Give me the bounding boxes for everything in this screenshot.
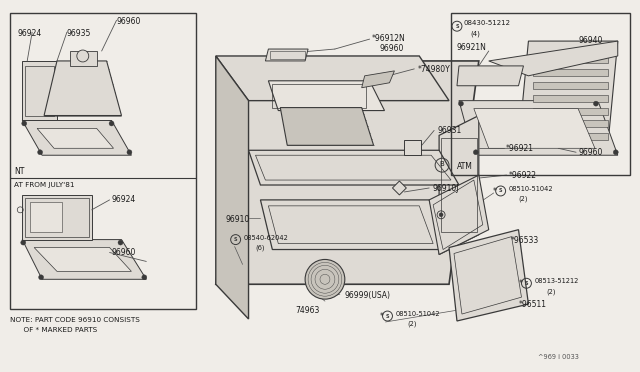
Text: OF * MARKED PARTS: OF * MARKED PARTS xyxy=(10,327,97,333)
Text: S: S xyxy=(455,24,459,29)
Polygon shape xyxy=(489,41,618,76)
Polygon shape xyxy=(429,175,489,254)
Text: B: B xyxy=(440,161,444,167)
Text: 96921N: 96921N xyxy=(457,43,487,52)
Polygon shape xyxy=(3,1,637,371)
Text: *96921: *96921 xyxy=(506,144,534,153)
Circle shape xyxy=(127,150,132,155)
Polygon shape xyxy=(533,82,608,89)
Polygon shape xyxy=(260,200,444,250)
Polygon shape xyxy=(404,140,421,155)
Text: 08540-62042: 08540-62042 xyxy=(244,235,289,241)
Polygon shape xyxy=(362,71,394,88)
Polygon shape xyxy=(44,61,122,116)
Circle shape xyxy=(22,121,27,126)
Polygon shape xyxy=(22,61,57,121)
Polygon shape xyxy=(22,121,131,155)
Polygon shape xyxy=(22,240,147,279)
Circle shape xyxy=(305,259,345,299)
Polygon shape xyxy=(216,61,479,284)
Polygon shape xyxy=(280,108,374,145)
Text: 96960: 96960 xyxy=(380,44,404,53)
Text: *96511: *96511 xyxy=(518,300,547,309)
Text: 96910J: 96910J xyxy=(432,184,459,193)
Polygon shape xyxy=(518,41,618,145)
Text: 96940: 96940 xyxy=(578,36,602,45)
Polygon shape xyxy=(474,109,595,148)
Text: *: * xyxy=(493,187,497,196)
Polygon shape xyxy=(459,101,618,155)
Text: *: * xyxy=(380,312,383,321)
Polygon shape xyxy=(457,66,524,86)
Polygon shape xyxy=(268,81,385,110)
Polygon shape xyxy=(34,247,131,271)
Text: NT: NT xyxy=(14,167,25,176)
Polygon shape xyxy=(37,128,113,148)
Circle shape xyxy=(38,150,43,155)
Circle shape xyxy=(458,101,463,106)
Text: 96931: 96931 xyxy=(437,126,461,135)
Polygon shape xyxy=(449,230,529,321)
Polygon shape xyxy=(533,69,608,76)
Circle shape xyxy=(439,213,443,217)
Polygon shape xyxy=(439,116,479,254)
Text: S: S xyxy=(386,314,389,318)
Text: ATM: ATM xyxy=(457,162,473,171)
Polygon shape xyxy=(533,95,608,102)
Text: 96999(USA): 96999(USA) xyxy=(345,291,391,300)
Text: AT FROM JULY'81: AT FROM JULY'81 xyxy=(14,182,75,188)
Circle shape xyxy=(142,275,147,280)
Circle shape xyxy=(613,150,618,155)
Text: *74980Y: *74980Y xyxy=(417,65,450,74)
Polygon shape xyxy=(70,51,97,66)
Text: 96924: 96924 xyxy=(17,29,42,38)
Text: S: S xyxy=(499,189,502,193)
Text: ^969 i 0033: ^969 i 0033 xyxy=(538,354,579,360)
Text: 74963: 74963 xyxy=(295,306,319,315)
Polygon shape xyxy=(30,202,62,232)
Text: S: S xyxy=(234,237,237,242)
Text: 08510-51042: 08510-51042 xyxy=(396,311,440,317)
Text: 08430-51212: 08430-51212 xyxy=(464,20,511,26)
Text: *: * xyxy=(518,279,522,288)
Circle shape xyxy=(593,101,598,106)
Circle shape xyxy=(118,240,123,245)
Text: *96922: *96922 xyxy=(509,171,536,180)
Text: 08513-51212: 08513-51212 xyxy=(534,278,579,284)
Text: (6): (6) xyxy=(255,244,265,251)
Polygon shape xyxy=(533,56,608,63)
Circle shape xyxy=(20,240,26,245)
Text: 96960: 96960 xyxy=(111,247,136,257)
Text: 08510-51042: 08510-51042 xyxy=(509,186,553,192)
Text: (4): (4) xyxy=(471,30,481,37)
Text: 96935: 96935 xyxy=(67,29,92,38)
Polygon shape xyxy=(266,49,308,61)
Text: NOTE: PART CODE 96910 CONSISTS: NOTE: PART CODE 96910 CONSISTS xyxy=(10,317,140,323)
Circle shape xyxy=(109,121,114,126)
Text: (2): (2) xyxy=(407,321,417,327)
Polygon shape xyxy=(533,134,608,140)
Polygon shape xyxy=(533,108,608,115)
Text: 96910: 96910 xyxy=(226,215,250,224)
Polygon shape xyxy=(216,56,248,319)
Text: S: S xyxy=(525,281,528,286)
Text: *96533: *96533 xyxy=(511,235,539,245)
Polygon shape xyxy=(248,150,459,185)
Text: 96960: 96960 xyxy=(116,17,141,26)
Circle shape xyxy=(38,275,44,280)
Text: (2): (2) xyxy=(547,288,556,295)
Polygon shape xyxy=(216,56,449,101)
Polygon shape xyxy=(533,121,608,128)
Polygon shape xyxy=(22,195,92,240)
Circle shape xyxy=(77,50,89,62)
Text: (2): (2) xyxy=(518,196,528,202)
Text: 96924: 96924 xyxy=(111,195,136,204)
Text: *96912N: *96912N xyxy=(372,34,405,43)
Circle shape xyxy=(474,150,478,155)
Polygon shape xyxy=(392,181,406,195)
Text: 96960: 96960 xyxy=(578,148,602,157)
